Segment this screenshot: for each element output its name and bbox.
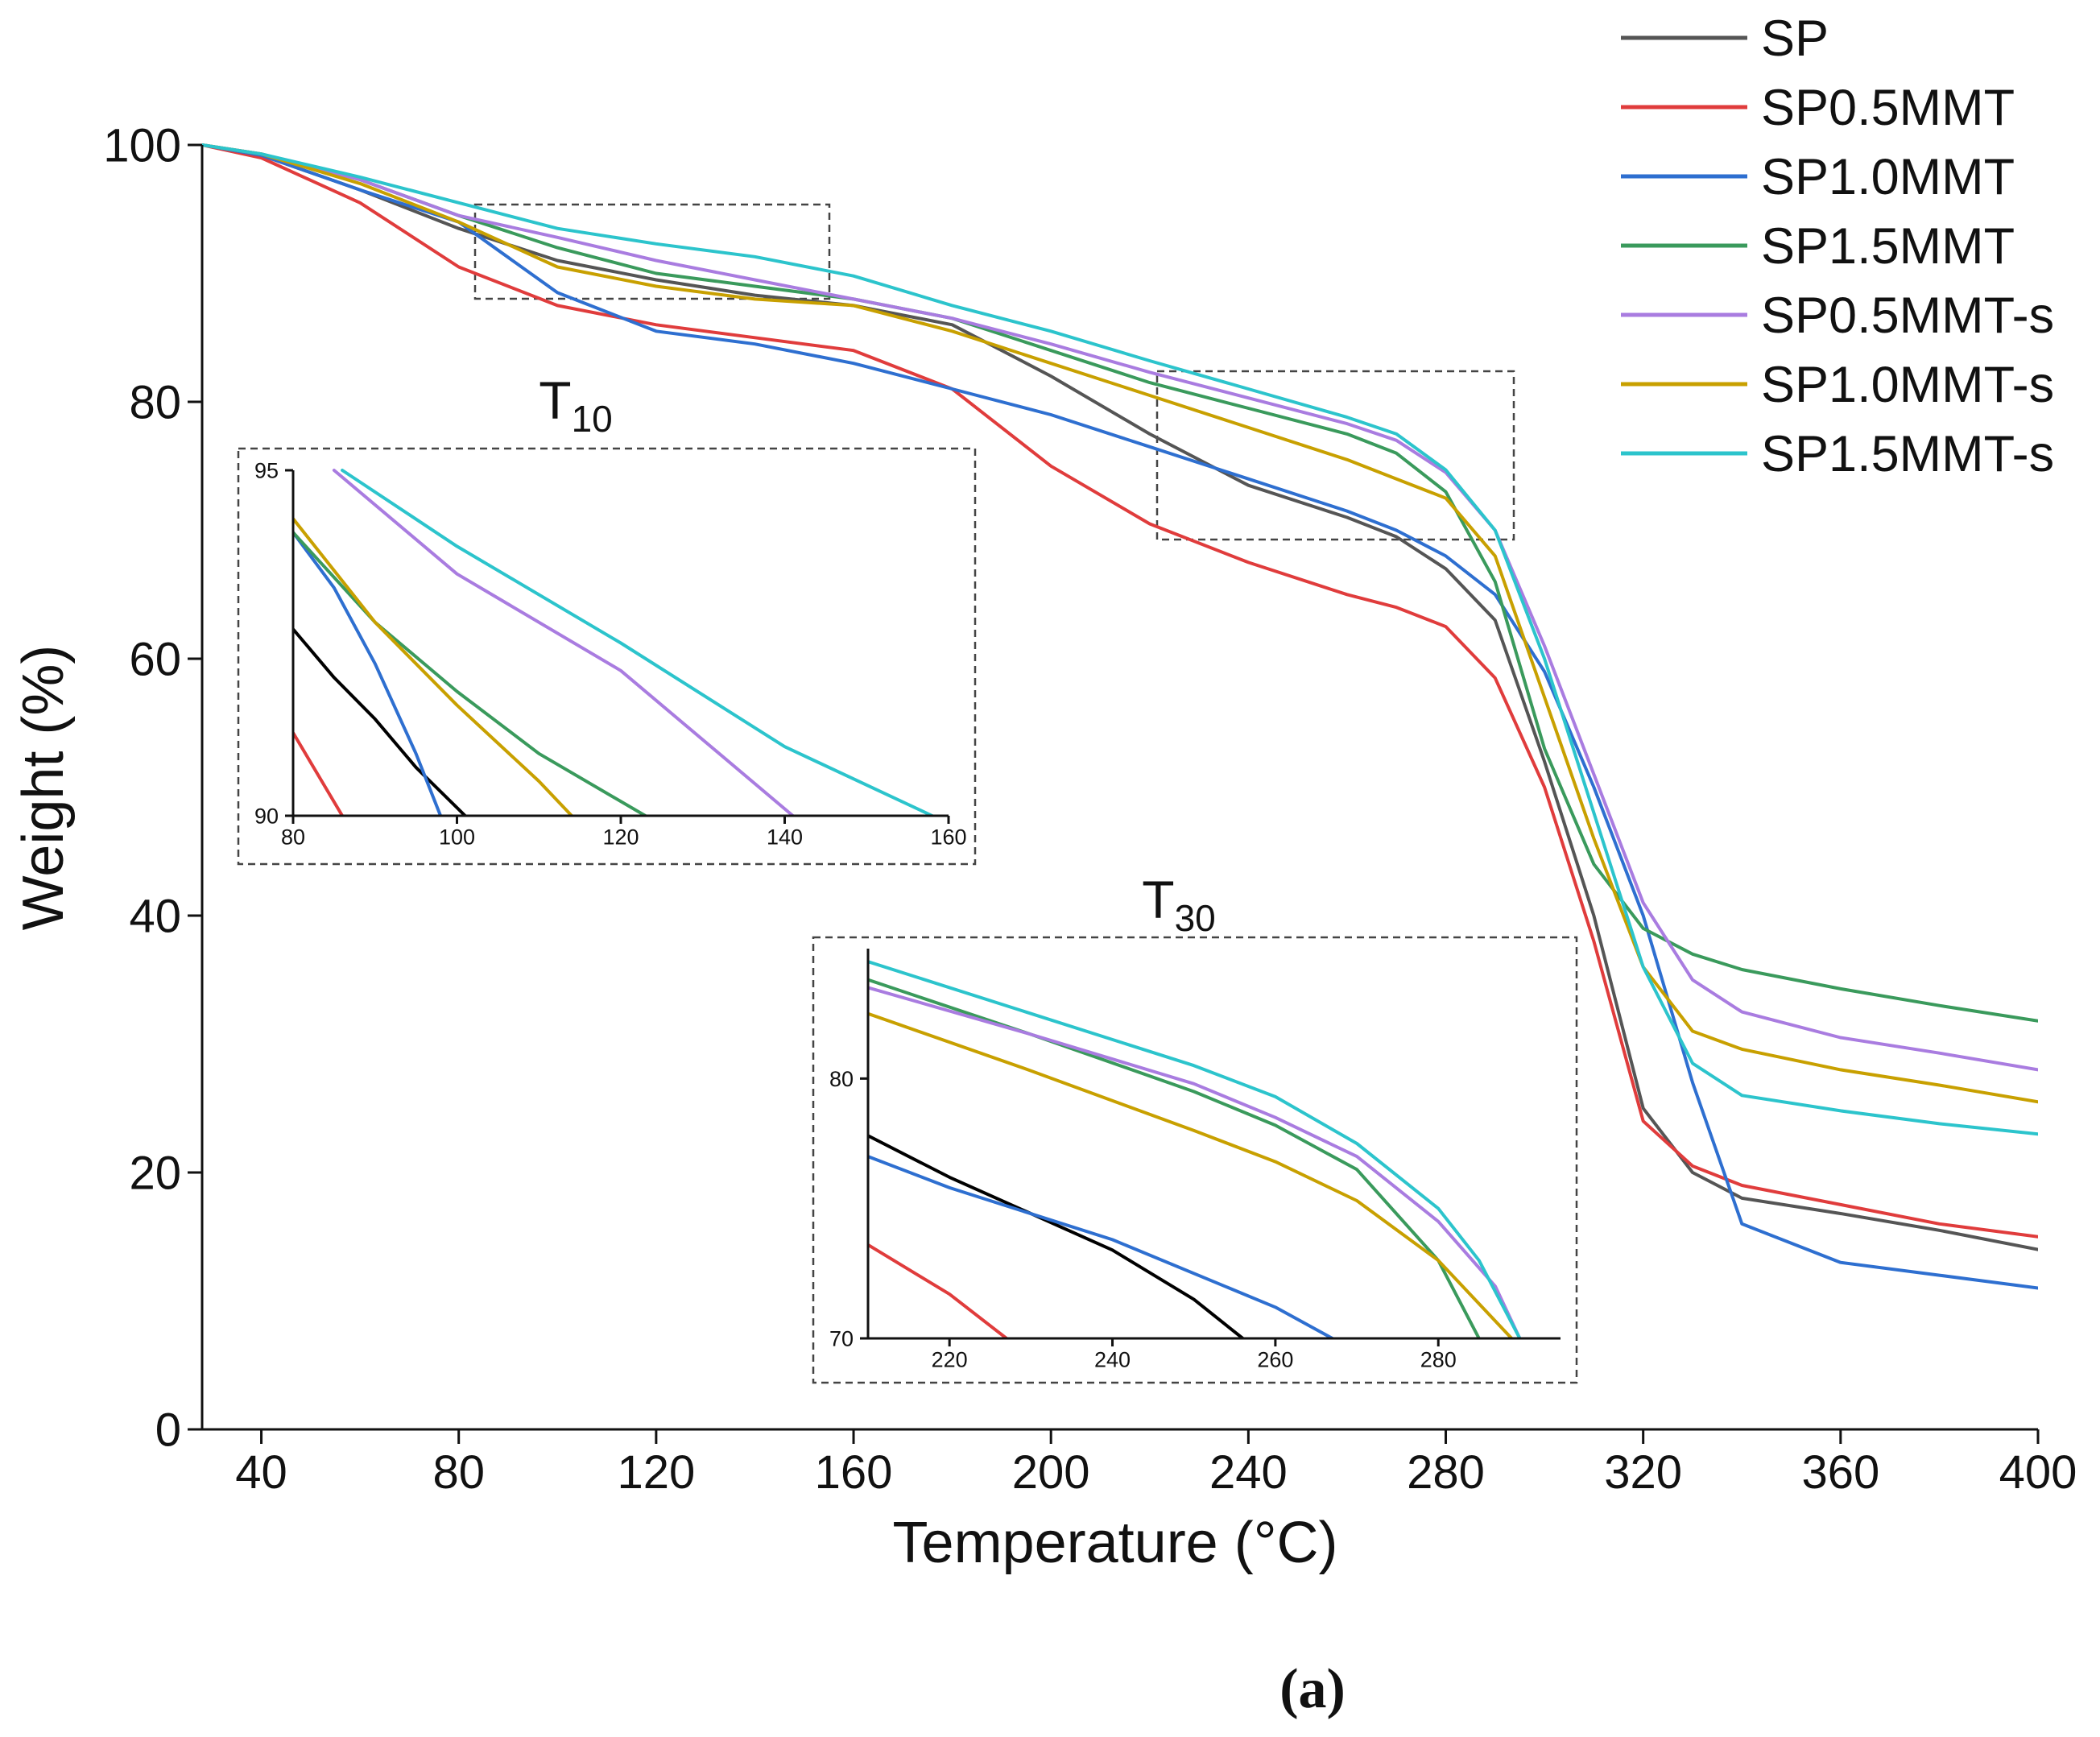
plot-area <box>868 960 1522 1338</box>
plot-area <box>293 469 934 816</box>
legend-label: SP0.5MMT <box>1761 80 2015 136</box>
x-tick-label: 40 <box>235 1446 287 1499</box>
series-line <box>202 143 2038 1239</box>
x-tick-label: 220 <box>932 1348 968 1372</box>
legend-label: SP0.5MMT-s <box>1761 287 2054 344</box>
x-tick-label: 160 <box>930 825 966 850</box>
series-line <box>868 1155 1334 1338</box>
x-tick-label: 140 <box>767 825 803 850</box>
series-line <box>202 143 2038 1104</box>
inset-label-main: T <box>1142 870 1174 929</box>
y-tick-label: 0 <box>155 1404 181 1456</box>
x-tick-label: 160 <box>815 1446 893 1499</box>
series-line <box>868 986 1522 1338</box>
legend-label: SP <box>1761 10 1829 67</box>
x-tick-label: 240 <box>1209 1446 1288 1499</box>
series-line <box>293 531 443 816</box>
series-line <box>202 143 2038 1023</box>
x-tick-label: 320 <box>1604 1446 1682 1499</box>
x-tick-label: 280 <box>1407 1446 1485 1499</box>
series-line <box>202 143 2038 1290</box>
x-tick-label: 120 <box>617 1446 695 1499</box>
y-tick-label: 100 <box>103 119 181 172</box>
series-line <box>868 960 1522 1338</box>
series-line <box>868 1011 1514 1338</box>
y-tick-label: 80 <box>829 1067 854 1091</box>
series-line <box>868 1243 1008 1338</box>
series-line <box>202 143 2038 1072</box>
x-tick-label: 280 <box>1420 1348 1457 1372</box>
zoom-box <box>473 203 831 300</box>
inset-label-sub: 10 <box>572 398 613 440</box>
x-axis-title: Temperature (°C) <box>893 1511 1338 1575</box>
y-axis-title: Weight (%) <box>11 645 76 931</box>
y-tick-label: 80 <box>129 376 181 428</box>
y-tick-label: 95 <box>254 458 279 482</box>
y-tick-label: 20 <box>129 1147 181 1199</box>
series-line <box>293 531 647 816</box>
legend-label: SP1.5MMT <box>1761 218 2015 275</box>
x-tick-label: 260 <box>1257 1348 1293 1372</box>
legend-label: SP1.5MMT-s <box>1761 426 2054 482</box>
series-line <box>293 731 345 816</box>
legend-label: SP1.0MMT <box>1761 149 2015 205</box>
inset-label: T10 <box>539 370 613 440</box>
series-line <box>202 143 2038 1136</box>
series-line <box>868 978 1481 1338</box>
y-tick-label: 90 <box>254 804 279 828</box>
x-tick-label: 120 <box>602 825 639 850</box>
x-tick-label: 200 <box>1012 1446 1090 1499</box>
y-tick-label: 70 <box>829 1326 854 1350</box>
caption: (a) <box>1279 1658 1346 1720</box>
series-line <box>293 517 573 816</box>
x-tick-label: 80 <box>281 825 305 850</box>
series-line <box>293 627 467 816</box>
plot-area <box>202 143 2038 1290</box>
inset-label: T30 <box>1142 870 1216 939</box>
inset-frame <box>237 447 977 866</box>
series-line <box>202 143 2038 1251</box>
x-tick-label: 360 <box>1801 1446 1879 1499</box>
y-tick-label: 40 <box>129 890 181 942</box>
x-tick-label: 100 <box>439 825 475 850</box>
zoom-box <box>1155 370 1515 541</box>
legend-label: SP1.0MMT-s <box>1761 357 2054 413</box>
inset-frame <box>812 936 1578 1384</box>
series-line <box>332 469 795 816</box>
x-tick-label: 80 <box>432 1446 485 1499</box>
inset-label-main: T <box>539 370 571 430</box>
y-tick-label: 60 <box>129 633 181 685</box>
series-line <box>341 469 934 816</box>
series-line <box>868 1134 1245 1338</box>
inset-label-sub: 30 <box>1175 897 1216 939</box>
x-tick-label: 240 <box>1094 1348 1131 1372</box>
x-tick-label: 400 <box>1999 1446 2077 1499</box>
